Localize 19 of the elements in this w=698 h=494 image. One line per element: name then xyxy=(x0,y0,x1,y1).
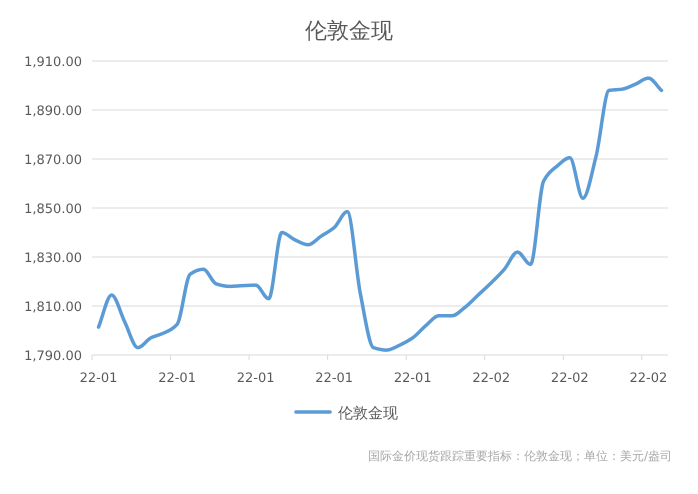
x-tick-label: 22-01 xyxy=(394,371,432,386)
x-tick-label: 22-02 xyxy=(472,371,510,386)
text: 国际金价现货跟踪重要指标：伦敦金现；单位：美元/盎司 xyxy=(368,449,672,463)
legend-label: 伦敦金现 xyxy=(338,404,398,422)
x-tick-label: 22-01 xyxy=(236,371,275,386)
y-tick-label: 1,870.00 xyxy=(24,153,82,168)
x-tick-label: 22-01 xyxy=(315,371,354,386)
legend: 伦敦金现 xyxy=(294,404,398,422)
x-tick-label: 22-02 xyxy=(550,371,589,386)
x-tick-label: 22-02 xyxy=(629,371,668,386)
x-tick-label: 22-01 xyxy=(80,371,118,386)
y-tick-label: 1,850.00 xyxy=(24,202,82,217)
y-tick-label: 1,810.00 xyxy=(24,300,82,315)
y-tick-label: 1,910.00 xyxy=(24,55,82,70)
chart-title: 伦敦金现 xyxy=(305,19,393,44)
y-tick-label: 1,830.00 xyxy=(24,251,82,266)
x-tick-label: 22-01 xyxy=(158,371,196,386)
y-tick-label: 1,790.00 xyxy=(24,349,82,364)
y-tick-label: 1,890.00 xyxy=(24,104,82,119)
